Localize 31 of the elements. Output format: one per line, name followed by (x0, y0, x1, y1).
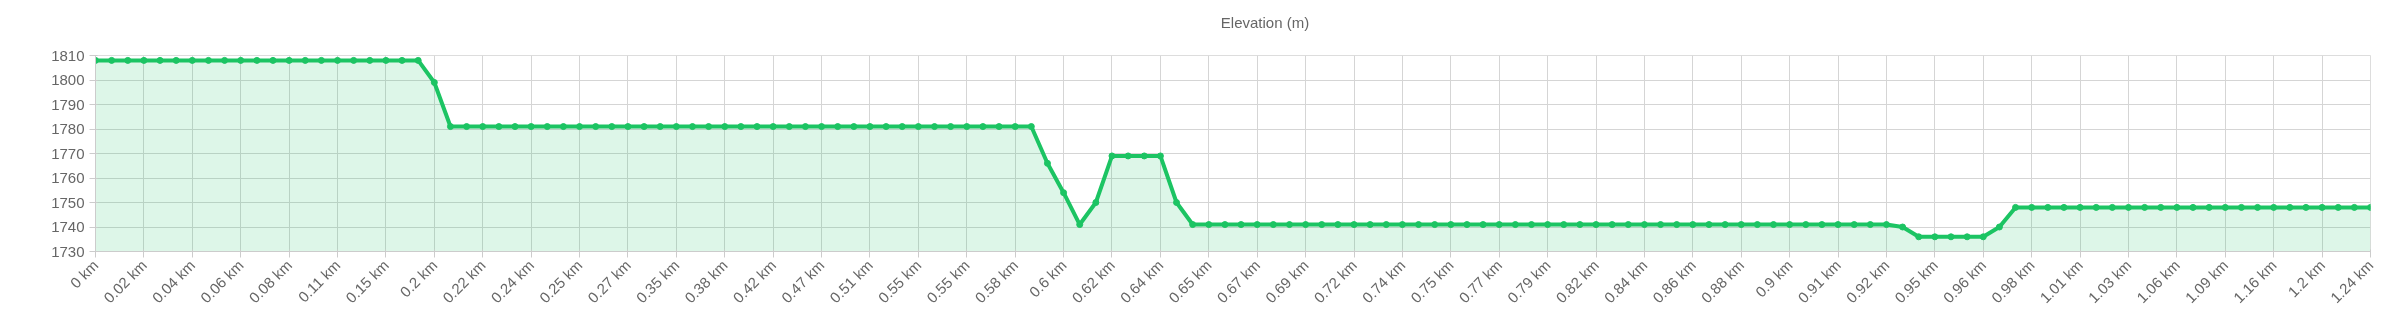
text: Elevation (m) (1220, 14, 1310, 31)
x-tick-label: 0.91 km (1794, 256, 1845, 307)
y-tick-label: 1780 (51, 120, 85, 137)
x-tick-label: 0.9 km (1751, 256, 1796, 301)
y-tick-label: 1810 (51, 46, 85, 64)
x-tick-label: 0.51 km (826, 256, 876, 307)
x-tick-label: 0.55 km (923, 256, 973, 307)
x-tick-label: 0.15 km (342, 256, 392, 307)
x-tick-label: 0.75 km (1407, 256, 1457, 307)
x-tick-label: 1.09 km (2181, 256, 2232, 307)
x-tick-label: 0.2 km (396, 256, 441, 301)
x-tick-label: 0.22 km (438, 256, 489, 307)
x-tick-label: 0.6 km (1025, 256, 1070, 301)
x-tick-label: 0.04 km (148, 256, 199, 307)
x-tick-label: 0.72 km (1310, 256, 1361, 307)
x-tick-label: 0.79 km (1503, 256, 1554, 307)
x-tick-label: 0.02 km (100, 256, 150, 307)
x-tick-label: 0.38 km (681, 256, 731, 307)
y-tick-label: 1770 (51, 144, 85, 162)
x-tick-label: 0.11 km (294, 256, 344, 306)
y-tick-label: 1760 (51, 169, 85, 186)
x-tick-label: 0.69 km (1261, 256, 1312, 307)
y-tick-label: 1800 (51, 71, 85, 88)
y-tick-label: 1740 (51, 218, 85, 235)
y-tick-label: 1750 (51, 193, 85, 211)
x-tick-label: 0.86 km (1649, 256, 1699, 307)
x-tick-label: 1.2 km (2284, 256, 2329, 301)
x-tick-label: 0.65 km (1165, 256, 1215, 307)
x-tick-label: 1.01 km (2036, 256, 2087, 307)
x-tick-label: 0.95 km (1891, 256, 1941, 307)
y-tick-label: 1790 (51, 95, 85, 113)
